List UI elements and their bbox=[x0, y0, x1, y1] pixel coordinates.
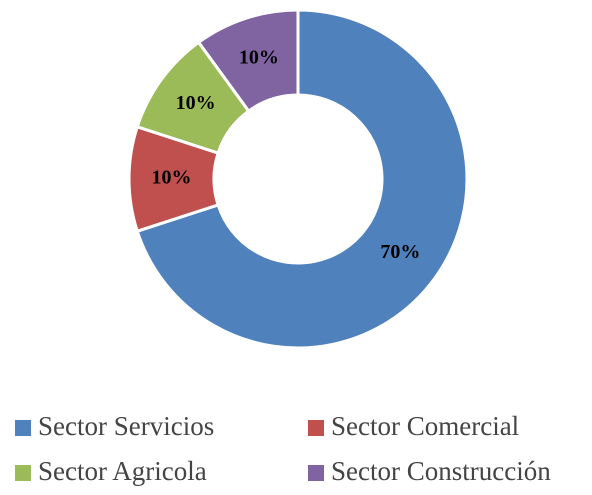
legend-swatch bbox=[15, 465, 31, 481]
data-label: 10% bbox=[176, 92, 216, 114]
legend-swatch bbox=[15, 420, 31, 436]
legend-label: Sector Servicios bbox=[38, 411, 214, 441]
donut-slice bbox=[196, 8, 300, 114]
legend-label: Sector Construcción bbox=[331, 456, 551, 486]
data-label: 70% bbox=[380, 241, 420, 263]
legend-label: Sector Agricola bbox=[38, 456, 207, 486]
legend-swatch bbox=[308, 420, 324, 436]
data-label: 10% bbox=[239, 46, 279, 68]
legend-swatch bbox=[308, 465, 324, 481]
data-label: 10% bbox=[152, 167, 192, 189]
legend-label: Sector Comercial bbox=[331, 411, 519, 441]
donut-slice bbox=[135, 8, 469, 350]
